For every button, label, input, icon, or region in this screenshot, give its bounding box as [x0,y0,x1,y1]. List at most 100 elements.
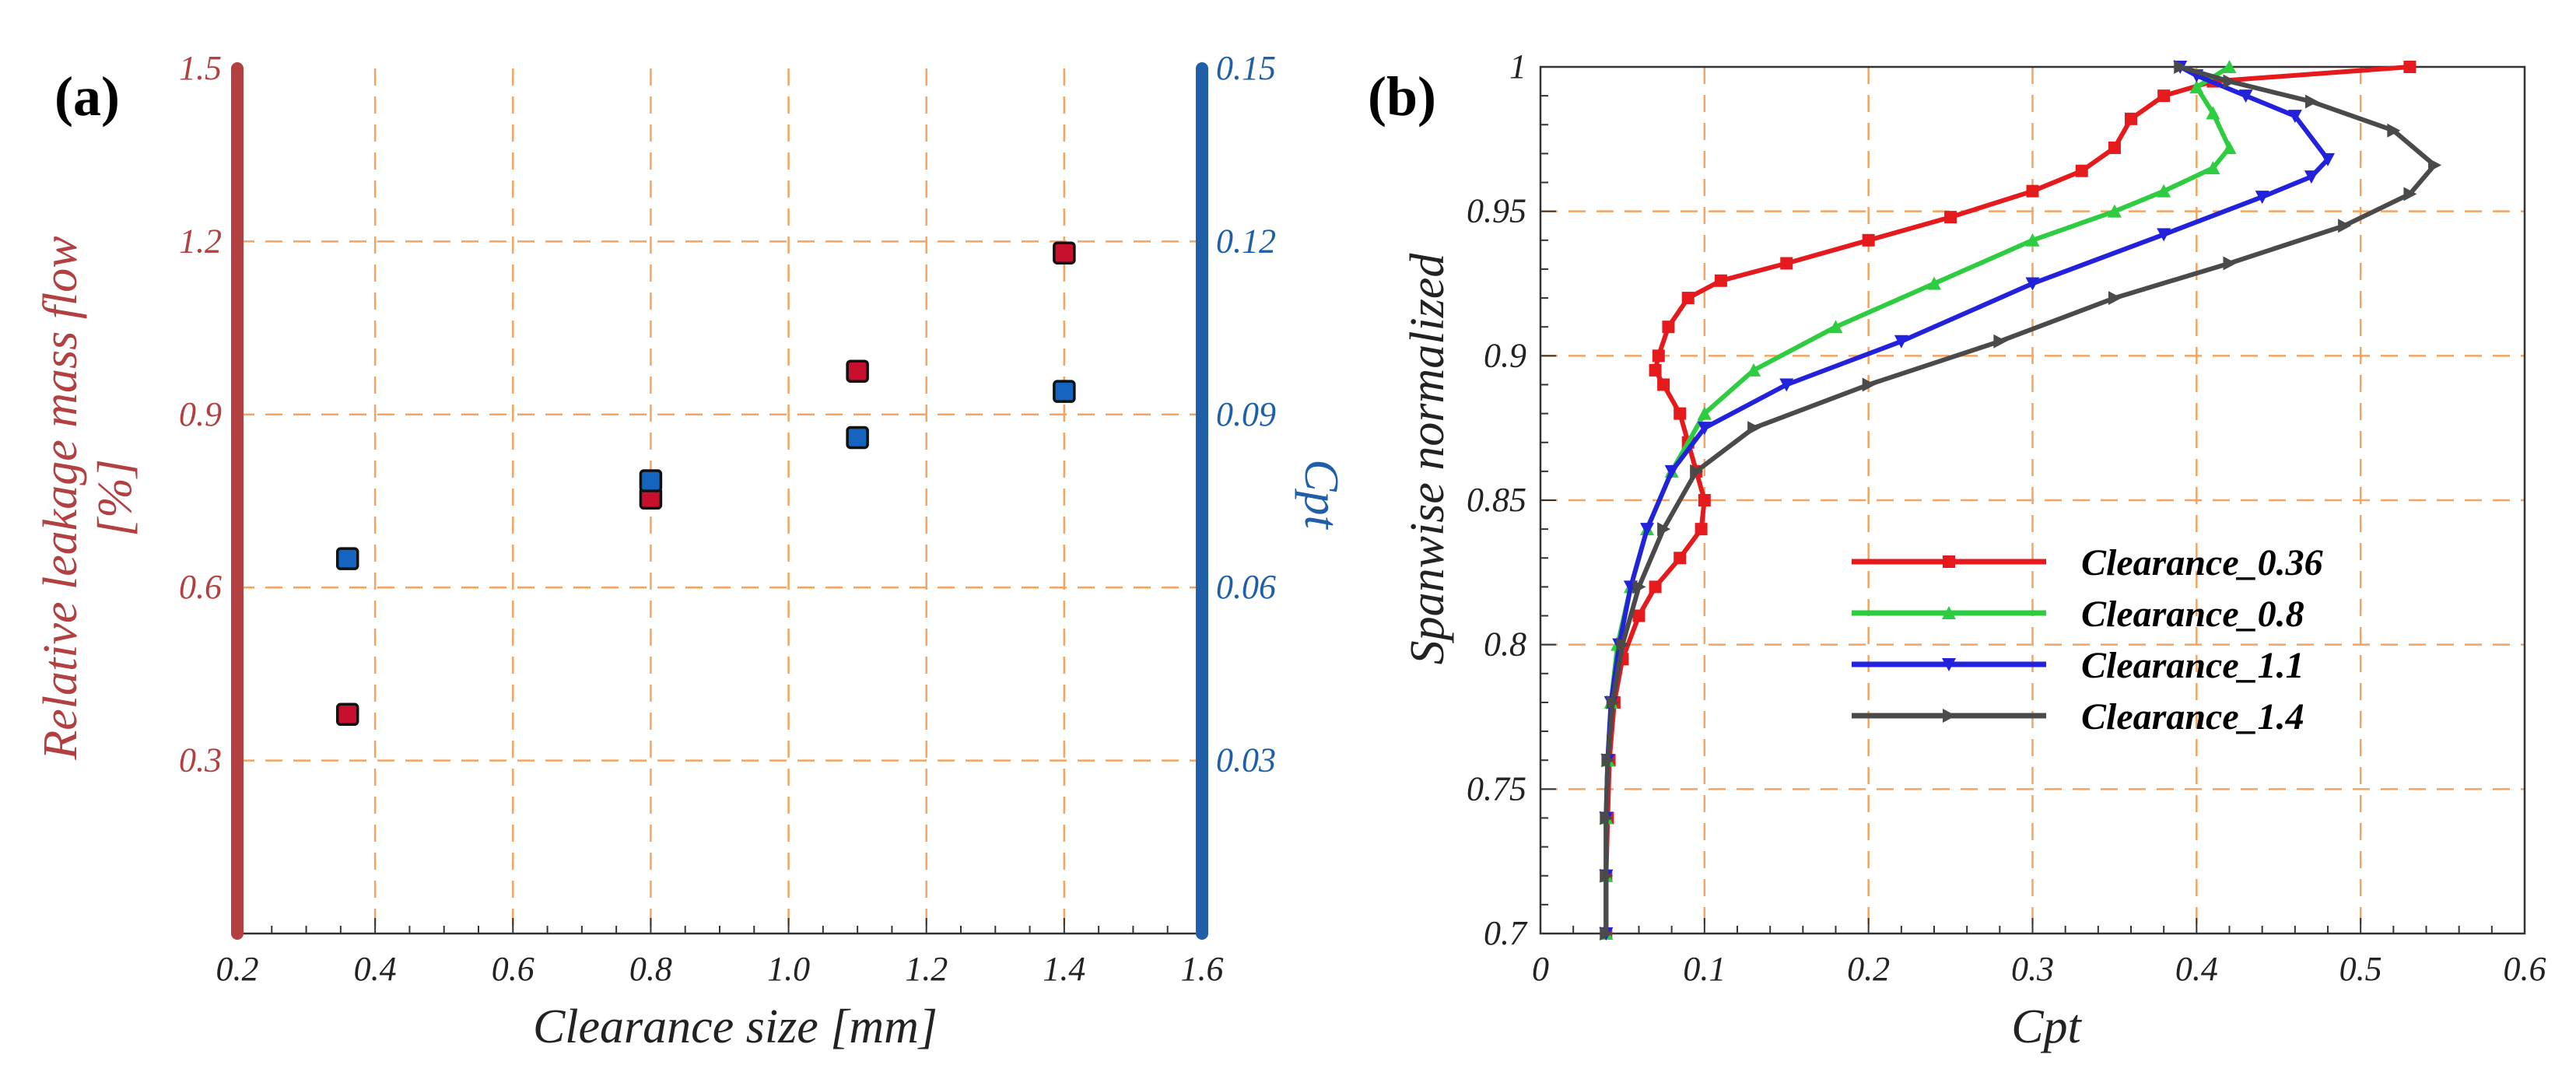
series-marker [1632,580,1646,594]
panel-a-right-y-ticks: 0.03 0.06 0.09 0.12 0.15 [1216,49,1276,779]
series-marker [2026,184,2039,198]
series-marker [1695,523,1708,536]
panel-a-scatter-chart: (a) 0.2 0.4 0.6 0.8 1.0 1.2 1.4 1.6 0.3 0.6 0.9 1.… [34,49,1348,1053]
series-marker [2157,89,2171,103]
series-marker [1600,811,1614,825]
leakage-point [335,702,359,727]
panel-a-axes [231,62,1208,940]
series-marker [1652,349,1665,363]
right-y-tick-label: 0.06 [1216,568,1276,606]
series-marker [2304,170,2318,184]
series-marker [1697,422,1712,436]
series-marker [2025,277,2040,291]
legend-item: Clearance_0.8 [1852,594,2304,635]
series-marker [1674,552,1687,565]
x-tick-label: 0.2 [216,950,259,988]
series-marker [1862,377,1876,392]
panel-b-y-axis-title-wrap: Spanwise normalized [1401,253,1454,665]
series-marker [2223,256,2237,271]
series-marker [1632,609,1645,622]
legend-marker [1942,606,1956,619]
legend-marker [1942,658,1956,671]
series-marker [1662,321,1675,334]
series-marker [2075,164,2088,177]
series-marker [2107,204,2122,218]
y-tick-label: 0.75 [1467,769,1526,807]
series-marker [2428,158,2442,173]
series-marker [1927,276,1941,290]
series-marker [1690,464,1704,478]
x-tick-label: 0.3 [2011,950,2054,988]
series-marker [1993,334,2007,349]
series-marker [1664,464,1679,478]
series-marker [1600,927,1614,941]
series-marker [1657,378,1670,391]
series-marker [1780,257,1793,270]
left-y-tick-label: 1.5 [179,49,222,87]
panel-b-line-chart: (b) 0 0.1 0.2 0.3 0.4 0.5 0.6 0.70.750.80.850.… [1368,47,2546,1053]
leakage-point [846,359,869,383]
series-marker [1747,363,1761,377]
series-marker [1616,637,1630,652]
leakage-point [1053,241,1076,264]
panel-a-grid [237,68,1202,934]
x-tick-label: 0.6 [2504,950,2546,988]
series-marker [2222,140,2237,154]
left-y-tick-label: 0.3 [179,741,222,779]
series-marker [2206,160,2220,174]
panel-b-x-ticks: 0 0.1 0.2 0.3 0.4 0.5 0.6 [1532,950,2546,988]
x-tick-label: 1.4 [1043,950,1085,988]
series-marker [2125,112,2137,125]
series-marker [1862,233,1875,247]
series-marker [1894,335,1908,349]
cpt-point [1053,380,1076,403]
panel-b-x-axis-title: Cpt [2011,1000,2082,1053]
series-marker [2157,228,2171,242]
legend-label: Clearance_1.1 [2081,645,2304,686]
series-marker [2238,89,2253,103]
legend-marker [1943,555,1955,568]
panel-a-left-y-ticks: 0.3 0.6 0.9 1.2 1.5 [179,49,222,779]
series-marker [1674,407,1687,420]
series-marker [2255,191,2269,205]
right-y-tick-label: 0.09 [1216,395,1276,433]
series-marker [1698,494,1711,506]
y-tick-label: 0.8 [1484,625,1526,664]
series-marker [2157,184,2171,198]
series-marker [1714,274,1727,287]
panel-a-data-points [335,241,1076,727]
series-marker [2174,60,2188,74]
panel-b-legend: Clearance_0.36 Clearance_0.8 Clearance_1.1… [1852,542,2323,737]
y-tick-label: 0.9 [1484,336,1526,374]
y-tick-label: 1 [1509,47,1526,86]
series-marker [2287,110,2302,124]
left-y-title-line-1: Relative leakage mass flow [34,236,87,760]
right-y-title: Cpt [1295,459,1348,530]
series-marker [2222,60,2237,73]
cpt-point [335,547,359,570]
series-marker [1649,363,1662,377]
panel-b-label: (b) [1368,65,1436,128]
series-marker [2403,187,2417,201]
x-tick-label: 0.4 [2175,950,2218,988]
left-y-title-line-2: [%] [89,459,142,537]
series-marker [1649,580,1662,594]
right-y-tick-label: 0.03 [1216,741,1276,779]
series-Clearance_1.4 [1600,60,2442,941]
series-marker [1828,320,1843,334]
series-marker [2403,61,2417,73]
right-y-tick-label: 0.15 [1216,49,1276,87]
panel-a-x-axis-title: Clearance size [mm] [533,1000,938,1053]
series-marker [1606,695,1620,709]
x-tick-label: 0.1 [1683,950,1726,988]
x-tick-label: 1.6 [1181,950,1224,988]
series-marker [1944,211,1957,224]
series-marker [1601,753,1615,768]
panel-b-series [1599,60,2442,941]
panel-b-axes [1539,65,2526,935]
left-y-tick-label: 1.2 [179,222,222,260]
left-y-tick-label: 0.9 [179,395,222,433]
series-marker [1697,406,1712,420]
legend-label: Clearance_0.36 [2081,542,2323,583]
